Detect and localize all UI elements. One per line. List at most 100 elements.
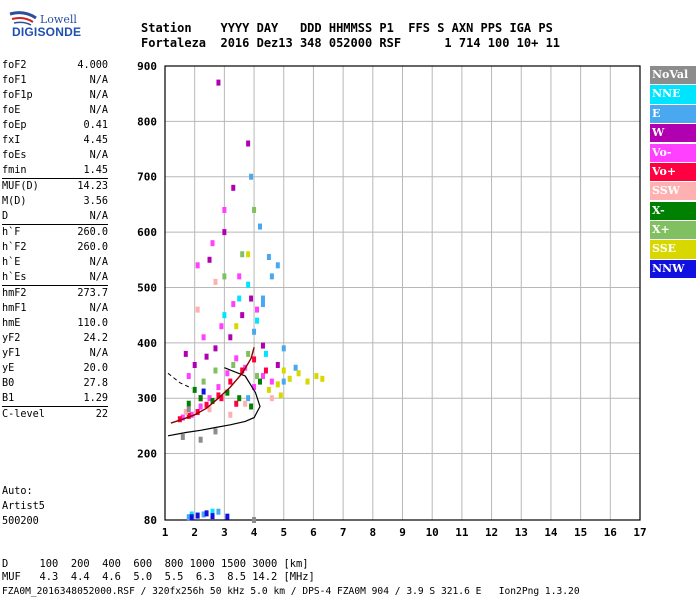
legend-item: SSE <box>650 240 696 259</box>
echo-point <box>249 295 254 302</box>
direction-legend: NoVal NNE E W Vo- Vo+ SSW X- X+ SSE NNW <box>650 66 696 279</box>
echo-point <box>269 395 274 402</box>
density-profile-line <box>167 367 261 437</box>
legend-item: Vo+ <box>650 162 696 182</box>
autoscaling-info: Auto: Artist5 500200 <box>2 484 45 529</box>
echo-point <box>237 273 242 280</box>
param-value: 273.7 <box>77 288 108 299</box>
param-row: MUF(D) 14.23 <box>2 179 108 194</box>
x-tick-label: 17 <box>633 526 646 539</box>
auto-label: Auto: <box>2 486 33 497</box>
legend-item: W <box>650 124 696 143</box>
param-value: N/A <box>89 75 108 86</box>
echo-point <box>219 323 224 330</box>
echo-point <box>216 384 221 391</box>
auto-artist: Artist5 <box>2 501 45 512</box>
echo-point <box>240 312 245 319</box>
echo-point <box>240 367 245 374</box>
x-tick-label: 10 <box>426 526 439 539</box>
param-value: 3.56 <box>83 196 108 207</box>
param-row: hmF2 273.7 <box>2 286 108 301</box>
param-row: M(D) 3.56 <box>2 194 108 209</box>
digisonde-logo <box>9 11 37 26</box>
param-value: N/A <box>89 150 108 161</box>
echo-point <box>231 301 236 308</box>
legend-item: NNW <box>650 259 696 278</box>
echo-point <box>183 350 188 357</box>
param-row: h`Es N/A <box>2 270 108 286</box>
param-row: yF1 N/A <box>2 346 108 361</box>
echo-point <box>219 395 224 402</box>
echo-point <box>186 514 191 521</box>
param-name: yF1 <box>2 348 21 359</box>
echo-point <box>320 375 325 382</box>
echo-point <box>255 373 260 380</box>
echo-point <box>189 514 194 521</box>
param-name: yF2 <box>2 333 21 344</box>
param-name: hmE <box>2 318 21 329</box>
echo-point <box>201 388 206 395</box>
param-value: 1.29 <box>83 393 108 404</box>
echo-point <box>195 262 200 269</box>
param-row: D N/A <box>2 209 108 225</box>
param-value: 4.000 <box>77 60 108 71</box>
x-tick-label: 13 <box>515 526 528 539</box>
echo-point <box>266 386 271 393</box>
param-name: fmin <box>2 165 27 176</box>
param-value: 1.45 <box>83 165 108 176</box>
echo-point <box>216 392 221 399</box>
echo-point <box>246 281 251 288</box>
echo-point <box>204 353 209 360</box>
echo-point <box>260 295 265 302</box>
param-value: N/A <box>89 348 108 359</box>
param-value: 24.2 <box>83 333 108 344</box>
echo-point <box>204 510 209 517</box>
echo-point <box>281 378 286 385</box>
echo-point <box>252 384 257 391</box>
param-value: 260.0 <box>77 242 108 253</box>
legend-item: E <box>650 104 696 123</box>
x-tick-label: 5 <box>280 526 287 539</box>
echo-point <box>189 411 194 418</box>
echo-point <box>195 512 200 519</box>
echo-point <box>278 392 283 399</box>
echo-point <box>237 395 242 402</box>
echo-point <box>225 389 230 396</box>
x-tick-label: 8 <box>370 526 377 539</box>
param-value: 110.0 <box>77 318 108 329</box>
echo-point <box>246 350 251 357</box>
param-name: h`F2 <box>2 242 27 253</box>
param-name: fxI <box>2 135 21 146</box>
echo-point <box>246 251 251 258</box>
param-row: h`F2 260.0 <box>2 240 108 255</box>
header-line2: Fortaleza 2016 Dez13 348 052000 RSF 1 71… <box>141 36 561 50</box>
echo-point <box>210 513 215 520</box>
param-name: B0 <box>2 378 15 389</box>
echo-point <box>275 262 280 269</box>
echo-point <box>234 323 239 330</box>
echo-point <box>252 206 257 213</box>
echo-point <box>240 251 245 258</box>
echo-point <box>210 508 215 515</box>
param-name: h`Es <box>2 272 27 283</box>
param-row: foF1 N/A <box>2 73 108 88</box>
param-name: h`E <box>2 257 21 268</box>
echo-point <box>201 511 206 518</box>
param-value: N/A <box>89 105 108 116</box>
echo-point <box>314 373 319 380</box>
echo-point <box>192 361 197 368</box>
echo-point <box>234 400 239 407</box>
echo-point <box>207 395 212 402</box>
x-tick-label: 2 <box>191 526 198 539</box>
param-row: hmF1 N/A <box>2 301 108 316</box>
x-tick-label: 16 <box>604 526 618 539</box>
param-row: yF2 24.2 <box>2 331 108 346</box>
echo-point <box>296 370 301 377</box>
param-row: fxI 4.45 <box>2 133 108 148</box>
param-row: h`F 260.0 <box>2 225 108 240</box>
echo-point <box>222 229 227 236</box>
x-tick-label: 11 <box>455 526 469 539</box>
echo-point <box>204 401 209 408</box>
param-name: M(D) <box>2 196 27 207</box>
param-row: foE N/A <box>2 103 108 118</box>
